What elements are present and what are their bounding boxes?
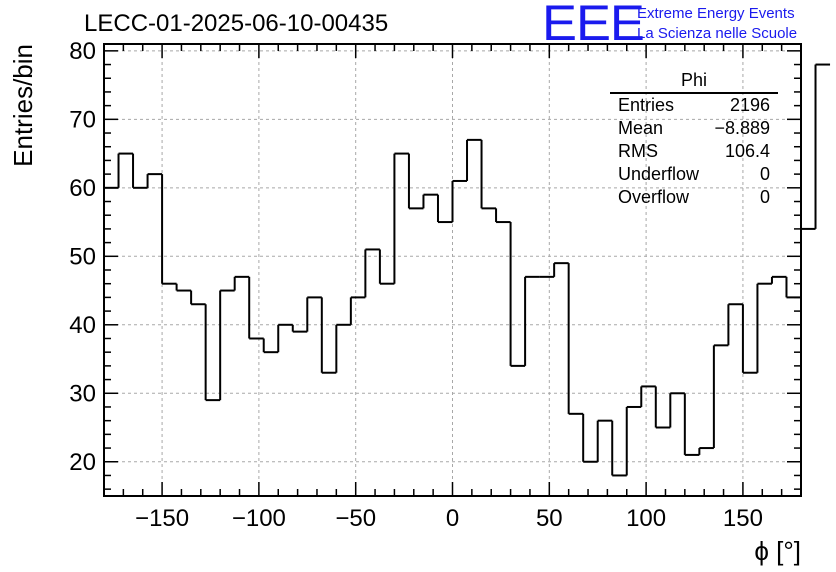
chart-title: LECC-01-2025-06-10-00435	[84, 10, 389, 37]
x-tick-label: 100	[626, 505, 666, 532]
stats-title: Phi	[610, 68, 778, 94]
y-tick-label: 40	[69, 312, 96, 339]
stats-label: Mean	[618, 118, 664, 138]
stats-row-rms: RMS 106.4	[610, 140, 778, 163]
eee-logo-mark: EEE	[542, 0, 645, 51]
stats-label: Overflow	[618, 187, 690, 207]
y-tick-label: 60	[69, 175, 96, 202]
stats-row-underflow: Underflow 0	[610, 163, 778, 186]
stats-label: Underflow	[618, 164, 700, 184]
stats-value: 2196	[729, 95, 770, 115]
stats-label: Entries	[618, 95, 675, 115]
stats-row-entries: Entries 2196	[610, 94, 778, 117]
y-tick-label: 80	[69, 38, 96, 65]
y-tick-label: 50	[69, 243, 96, 270]
x-tick-label: 150	[723, 505, 763, 532]
axes: −150 −100 −50 0 50 100 150 20 30 40 50 60 70 80 ϕ [°] E…	[8, 38, 802, 566]
logo-line-1: Extreme Energy Events	[637, 5, 795, 22]
y-axis-label: Entries/bin	[8, 44, 38, 167]
x-tick-label: 0	[446, 505, 459, 532]
y-tick-label: 70	[69, 106, 96, 133]
x-tick-label: 50	[536, 505, 563, 532]
stats-box: Phi Entries 2196 Mean −8.889 RMS 106.4 U…	[610, 68, 778, 209]
stats-row-overflow: Overflow 0	[610, 186, 778, 209]
stats-value: 0	[759, 187, 770, 207]
y-tick-label: 30	[69, 380, 96, 407]
stats-value: −8.889	[714, 118, 770, 138]
stats-row-mean: Mean −8.889	[610, 117, 778, 140]
x-axis-label: ϕ [°]	[754, 536, 801, 566]
y-tick-label: 20	[69, 449, 96, 476]
stats-value: 106.4	[724, 141, 770, 161]
stats-value: 0	[759, 164, 770, 184]
x-tick-label: −150	[135, 505, 189, 532]
x-tick-label: −50	[335, 505, 376, 532]
x-tick-label: −100	[232, 505, 286, 532]
logo-line-2: La Scienza nelle Scuole	[637, 25, 798, 42]
stats-label: RMS	[618, 141, 658, 161]
histogram-series	[104, 63, 831, 477]
